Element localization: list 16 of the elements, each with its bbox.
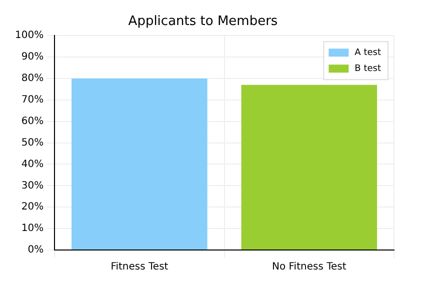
- y-tick-label: 50%: [21, 137, 44, 148]
- y-tick-label: 90%: [21, 52, 44, 63]
- y-tick-label: 100%: [14, 30, 44, 42]
- y-tick-label: 10%: [21, 223, 44, 234]
- y-tick-label: 70%: [21, 94, 44, 106]
- legend-label: B test: [354, 64, 382, 74]
- y-tick-label: 30%: [21, 180, 44, 192]
- y-tick-label: 40%: [21, 158, 44, 170]
- legend-label: A test: [354, 48, 382, 58]
- y-tick-label: 0%: [28, 244, 44, 256]
- y-tick-label: 20%: [21, 202, 44, 213]
- x-tick-label: Fitness Test: [110, 262, 168, 273]
- y-tick-label: 80%: [21, 73, 44, 84]
- y-tick-label: 60%: [21, 116, 44, 127]
- chart-title: Applicants to Members: [128, 14, 278, 30]
- x-tick-label: No Fitness Test: [272, 262, 346, 273]
